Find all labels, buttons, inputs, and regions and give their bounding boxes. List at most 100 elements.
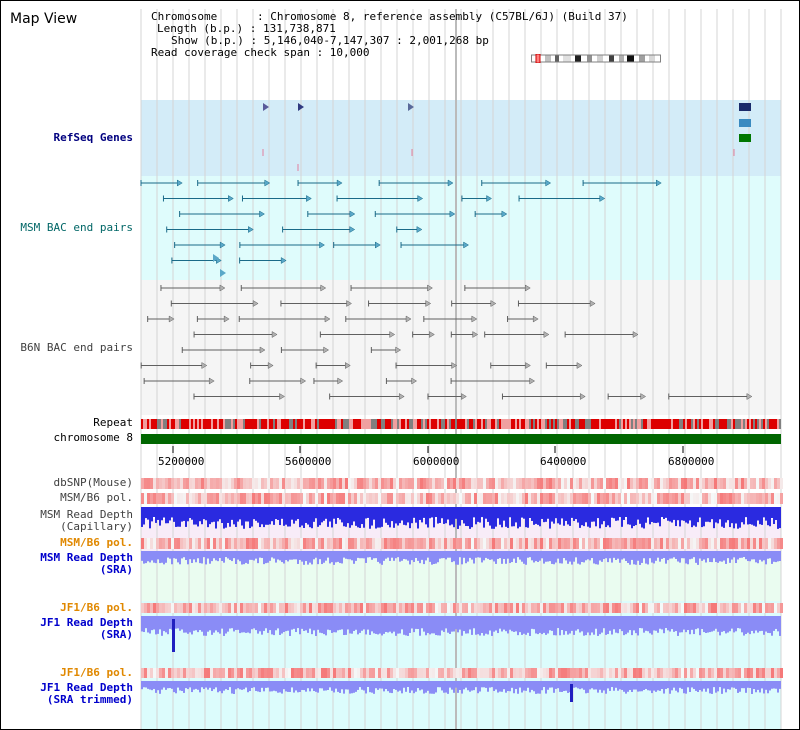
msm-depth-cap-bar — [159, 507, 161, 526]
msm-depth-sra-bar — [605, 551, 607, 559]
jf1-depth-sra-bar — [225, 616, 227, 634]
gene-marker — [739, 134, 751, 142]
jf1-depth-sra-bar — [717, 616, 719, 632]
dbsnp-cell — [411, 478, 414, 489]
jf1-b6-pol-cell — [603, 668, 606, 678]
msm-depth-cap-bar — [701, 507, 703, 528]
msm-b6-pol-cell — [324, 538, 327, 549]
info-chromosome: Chromosome : Chromosome 8, reference ass… — [151, 10, 628, 23]
jf1-depth-trim-bar — [779, 681, 781, 689]
msm-b6-pol-cell — [726, 538, 729, 549]
bac-pair-end — [417, 195, 424, 202]
msm-depth-cap-bar — [755, 507, 757, 527]
jf1-b6-pol-cell — [540, 668, 543, 678]
msm-b6-pol-cell — [147, 538, 150, 549]
jf1-b6-pol-cell — [765, 668, 768, 678]
dbsnp-cell — [252, 478, 255, 489]
repeat-segment — [595, 419, 597, 429]
repeat-segment — [233, 419, 235, 429]
jf1-b6-pol-cell — [372, 603, 375, 613]
msm-depth-sra-bar — [737, 551, 739, 560]
jf1-depth-trim-bar — [267, 681, 269, 688]
jf1-depth-trim-bar — [595, 681, 597, 690]
bac-pair-end — [375, 241, 381, 249]
chromosome-ideogram[interactable] — [531, 54, 661, 63]
dbsnp-cell — [585, 478, 588, 489]
msm-b6-pol-cell — [645, 538, 648, 549]
msm-depth-cap-bar — [503, 507, 505, 521]
dbsnp-cell — [762, 478, 765, 489]
msm-b6-pol-cell — [594, 493, 597, 504]
msm-b6-pol-cell — [324, 493, 327, 504]
msm-b6-pol-cell — [168, 493, 171, 504]
repeat-segment — [729, 419, 731, 429]
bac-pair-end — [252, 300, 259, 307]
repeat-segment — [287, 419, 289, 429]
repeat-segment — [307, 419, 309, 429]
msm-depth-cap-bar — [247, 507, 249, 522]
jf1-b6-pol-cell — [780, 668, 783, 678]
repeat-segment — [747, 419, 749, 429]
repeat-segment — [643, 419, 645, 429]
msm-b6-pol-cell — [561, 493, 564, 504]
msm-depth-cap-bar — [457, 507, 459, 529]
jf1-depth-trim-bar — [495, 681, 497, 690]
jf1-depth-trim-bar — [763, 681, 765, 694]
msm-b6-pol-cell — [237, 538, 240, 549]
repeat-segment — [251, 419, 253, 429]
gene-marker — [408, 103, 414, 111]
jf1-depth-sra-bar — [379, 616, 381, 634]
jf1-b6-pol-cell — [630, 668, 633, 678]
repeat-segment — [573, 419, 575, 429]
repeat-segment — [603, 419, 605, 429]
dbsnp-cell — [294, 478, 297, 489]
jf1-b6-pol-cell — [156, 603, 159, 613]
jf1-b6-pol-cell — [336, 603, 339, 613]
msm-b6-pol-cell — [483, 538, 486, 549]
jf1-depth-trim-bar — [459, 681, 461, 691]
jf1-depth-sra-bar — [353, 616, 355, 632]
jf1-depth-trim-bar — [149, 681, 151, 690]
jf1-b6-pol-cell — [363, 603, 366, 613]
jf1-b6-pol-cell — [168, 603, 171, 613]
dbsnp-cell — [432, 478, 435, 489]
jf1-b6-pol-cell — [498, 668, 501, 678]
jf1-depth-sra-bar — [775, 616, 777, 629]
jf1-depth-sra-bar — [407, 616, 409, 636]
msm-depth-sra-bar — [459, 551, 461, 558]
jf1-depth-trim-bar — [553, 681, 555, 693]
jf1-depth-sra-bar — [429, 616, 431, 635]
jf1-depth-sra-bar — [523, 616, 525, 634]
jf1-b6-pol-cell — [546, 668, 549, 678]
jf1-depth-trim-bar — [371, 681, 373, 693]
msm-depth-sra-bar — [401, 551, 403, 561]
msm-depth-cap-bar — [459, 507, 461, 526]
msm-depth-sra-bar — [619, 551, 621, 563]
msm-b6-pol-cell — [759, 538, 762, 549]
msm-depth-cap-bar — [571, 507, 573, 518]
jf1-depth-trim-bar — [193, 681, 195, 690]
jf1-depth-sra-bar — [593, 616, 595, 635]
msm-depth-cap-bar — [635, 507, 637, 526]
repeat-segment — [649, 419, 651, 429]
jf1-b6-pol-cell — [174, 668, 177, 678]
dbsnp-cell — [750, 478, 753, 489]
msm-depth-cap-bar — [345, 507, 347, 527]
dbsnp-cell — [354, 478, 357, 489]
msm-b6-pol-cell — [246, 493, 249, 504]
msm-b6-pol-cell — [693, 538, 696, 549]
jf1-b6-pol-cell — [405, 668, 408, 678]
jf1-b6-pol-cell — [699, 603, 702, 613]
jf1-depth-sra-bar — [317, 616, 319, 630]
msm-depth-sra-bar — [357, 551, 359, 558]
msm-depth-sra-bar — [623, 551, 625, 559]
jf1-depth-trim-bar — [213, 681, 215, 690]
msm-depth-sra-bar — [313, 551, 315, 560]
msm-b6-pol-cell — [573, 493, 576, 504]
jf1-depth-sra-bar — [719, 616, 721, 636]
dbsnp-cell — [474, 478, 477, 489]
jf1-depth-sra-bar — [413, 616, 415, 633]
jf1-depth-sra-bar — [661, 616, 663, 630]
jf1-depth-trim-bar — [349, 681, 351, 694]
